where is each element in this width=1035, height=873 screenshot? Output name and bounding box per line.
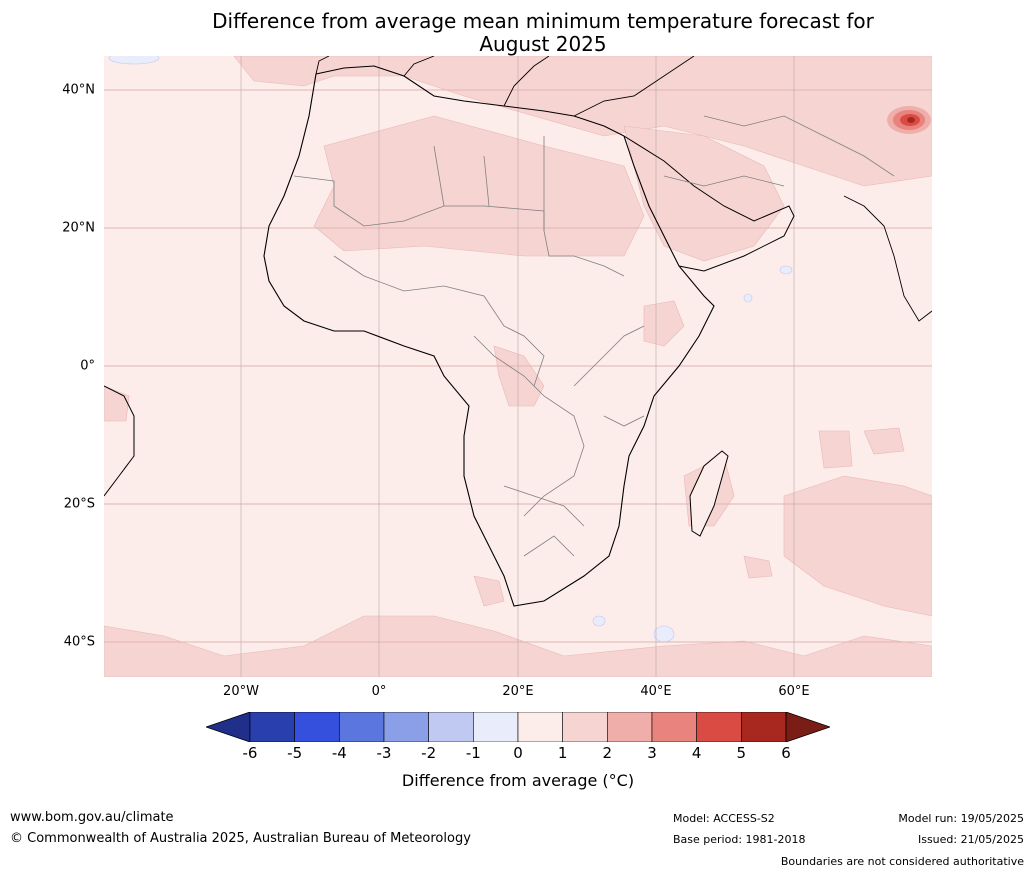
copyright-text: © Commonwealth of Australia 2025, Austra… <box>10 831 471 846</box>
title-line-2: August 2025 <box>479 32 607 56</box>
meridians <box>240 56 795 677</box>
lat-label-equator: 0° <box>80 358 95 374</box>
colorbar-segment <box>473 712 519 742</box>
africa-coastline <box>263 65 715 607</box>
colorbar-tick-label: 1 <box>557 744 568 762</box>
colorbar-arrow-high <box>785 712 830 742</box>
colorbar-segment <box>696 712 742 742</box>
colorbar-segment <box>562 712 608 742</box>
base-period-text: Base period: 1981-2018 <box>673 833 806 846</box>
south-america-coastline <box>104 385 135 497</box>
lon-label-40e: 40°E <box>640 684 672 699</box>
issued-text: Issued: 21/05/2025 <box>917 833 1024 846</box>
europe-coastline <box>315 56 695 117</box>
model-text: Model: ACCESS-S2 <box>673 812 775 825</box>
india-coastline <box>843 195 932 322</box>
colorbar-tick-label: 5 <box>736 744 747 762</box>
colorbar-tick-label: -6 <box>242 744 258 762</box>
colorbar <box>206 712 830 742</box>
disclaimer-text: Boundaries are not considered authoritat… <box>780 855 1024 868</box>
lon-label-20e: 20°E <box>502 684 534 699</box>
colorbar-segment <box>428 712 474 742</box>
country-borders <box>293 115 895 557</box>
colorbar-segment <box>383 712 429 742</box>
colorbar-tick-label: 3 <box>647 744 657 762</box>
colorbar-tick-label: 0 <box>513 744 523 762</box>
colorbar-segment <box>294 712 340 742</box>
lon-label-0: 0° <box>371 684 387 699</box>
colorbar-tick-label: -2 <box>421 744 437 762</box>
colorbar-segment <box>249 712 295 742</box>
colorbar-tick-label: -3 <box>376 744 392 762</box>
colorbar-tick-label: 2 <box>602 744 613 762</box>
colorbar-tick-label: -1 <box>465 744 481 762</box>
arabia-coastline <box>623 135 795 272</box>
colorbar-tick-label: 6 <box>781 744 791 762</box>
colorbar-segment <box>517 712 563 742</box>
cool-anomaly-regions <box>108 56 793 643</box>
colorbar-tick-label: -4 <box>331 744 347 762</box>
colorbar-segment <box>741 712 787 742</box>
colorbar-arrow-low <box>206 712 251 742</box>
warm-anomaly-regions <box>104 56 932 677</box>
map-title: Difference from average mean minimum tem… <box>104 10 982 56</box>
lon-label-20w: 20°W <box>223 684 259 699</box>
lat-label-20s: 20°S <box>63 496 95 512</box>
madagascar <box>689 450 729 537</box>
colorbar-segment <box>607 712 653 742</box>
website-link[interactable]: www.bom.gov.au/climate <box>10 810 174 825</box>
colorbar-label: Difference from average (°C) <box>401 771 635 790</box>
colorbar-segment <box>339 712 385 742</box>
colorbar-tick-label: 4 <box>691 744 702 762</box>
forecast-map <box>104 56 932 677</box>
colorbar-segment <box>651 712 697 742</box>
title-line-1: Difference from average mean minimum tem… <box>212 9 874 33</box>
colorbar-tick-label: -5 <box>287 744 303 762</box>
lat-label-40s: 40°S <box>63 634 95 650</box>
hot-spot <box>887 106 931 134</box>
lat-label-40n: 40°N <box>62 82 95 98</box>
lon-label-60e: 60°E <box>778 684 810 699</box>
model-run-text: Model run: 19/05/2025 <box>898 812 1024 825</box>
lat-label-20n: 20°N <box>62 220 95 236</box>
